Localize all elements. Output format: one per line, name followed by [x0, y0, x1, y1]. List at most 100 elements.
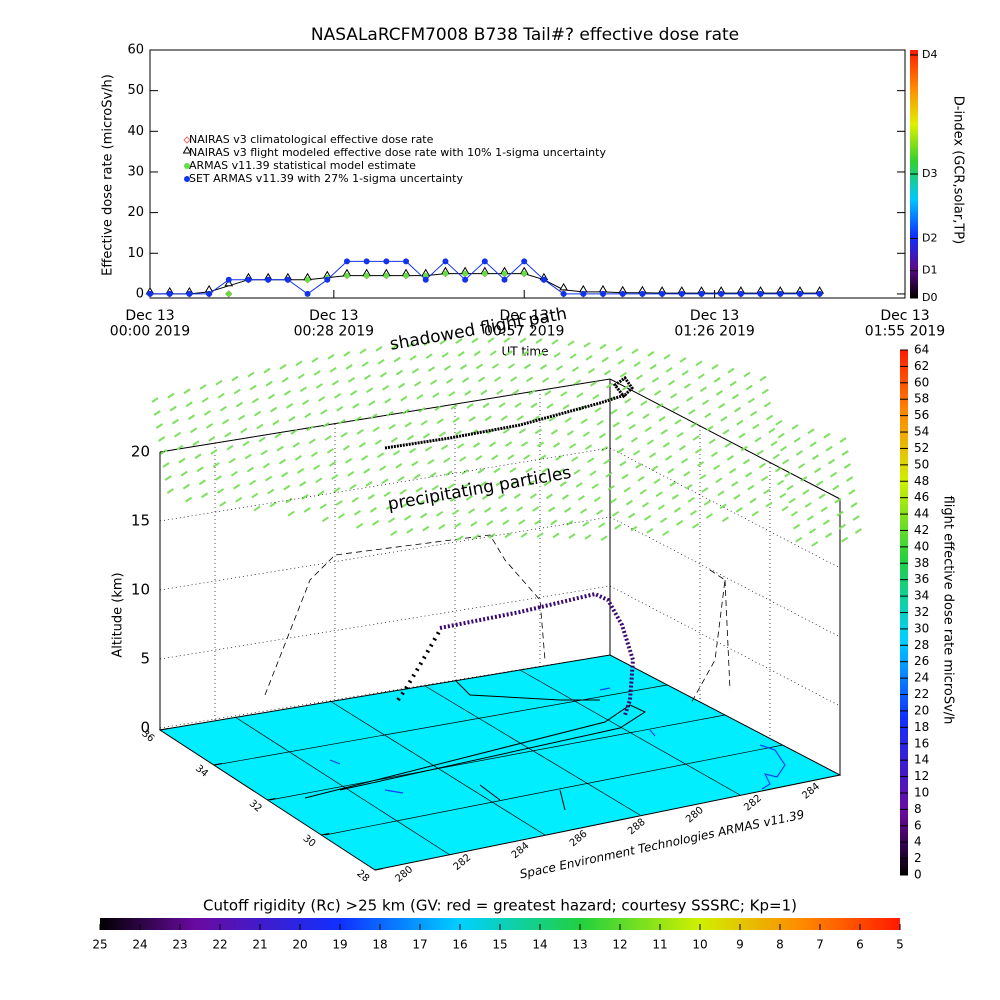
particle [715, 477, 723, 484]
particle [390, 436, 398, 443]
particle [630, 436, 638, 443]
x-tick-label: 288 [626, 817, 648, 838]
particle [587, 367, 595, 374]
particle [761, 475, 769, 482]
particle [685, 483, 693, 490]
particle [683, 470, 691, 477]
particle [449, 496, 457, 503]
particle [185, 401, 193, 408]
particle [452, 417, 460, 423]
y-tick-label: 30 [127, 164, 144, 179]
particle [534, 428, 542, 435]
particle [553, 352, 561, 358]
particle [689, 509, 697, 516]
colorbar-tick-label: 12 [914, 769, 929, 783]
particle [670, 392, 678, 399]
particle [532, 506, 540, 512]
marker [422, 276, 429, 283]
particle [763, 401, 771, 408]
particle [377, 452, 385, 459]
particle [571, 366, 579, 373]
particle [665, 366, 673, 373]
x-tick-label: Dec 13 01:55 2019 [865, 308, 945, 339]
particle [841, 450, 849, 456]
colorbar-tick-label: 40 [914, 539, 929, 553]
particle [516, 415, 524, 421]
particle [169, 405, 177, 412]
z-tick-label: 5 [140, 650, 150, 668]
particle [825, 445, 833, 452]
particle [569, 353, 577, 360]
particle [303, 507, 311, 513]
particle [633, 449, 641, 456]
particle [397, 475, 405, 482]
y-tick-label: 28 [354, 868, 371, 885]
marker [206, 290, 213, 297]
particle [809, 528, 817, 534]
particle [354, 416, 362, 422]
particle [561, 494, 569, 500]
marker [501, 276, 508, 283]
particle [513, 493, 521, 499]
particle [281, 377, 289, 383]
particle [529, 493, 537, 499]
particle [201, 492, 209, 499]
particle [427, 458, 435, 465]
particle [219, 501, 227, 507]
particle [317, 490, 325, 497]
particle [452, 509, 460, 516]
particle [848, 489, 856, 495]
particle [361, 455, 369, 461]
marker [462, 276, 469, 283]
x-tick-label: Dec 13 00:00 2019 [110, 308, 190, 339]
particle [349, 483, 357, 490]
particle [278, 458, 286, 465]
particle [658, 416, 666, 422]
z-tick-label: 0 [140, 719, 150, 737]
particle [151, 397, 159, 403]
z-grid-line [159, 447, 841, 569]
particle [210, 449, 218, 455]
particle [688, 409, 696, 415]
particle [351, 496, 359, 503]
particle [192, 440, 200, 447]
particle [326, 448, 334, 454]
particle [600, 535, 608, 542]
marker [324, 276, 331, 283]
colorbar-tick-label: 36 [914, 572, 929, 586]
particle [639, 488, 647, 495]
particle [596, 419, 604, 426]
particle [283, 390, 291, 396]
particle [486, 520, 494, 526]
particle [763, 488, 771, 495]
particle [459, 364, 467, 370]
particles [151, 337, 862, 547]
chart-title: NASALaRCFM7008 B738 Tail#? effective dos… [311, 25, 739, 45]
legend-label: SET ARMAS v11.39 with 27% 1-sigma uncert… [189, 172, 463, 185]
particle [178, 457, 186, 464]
particle [347, 470, 355, 477]
particle [635, 374, 643, 381]
colorbar-tick-label: 32 [914, 605, 929, 619]
floor-colorbar-tick-label: 18 [372, 938, 387, 952]
marker [678, 290, 685, 297]
particle [804, 502, 812, 508]
particle [555, 365, 563, 371]
particle [363, 374, 371, 381]
particle [721, 516, 729, 523]
particle [646, 439, 654, 446]
particle [699, 386, 707, 393]
colorbar-label: D-index (GCR,solar,TP) [951, 96, 966, 244]
particle [233, 388, 241, 395]
particle [834, 497, 842, 504]
particle [158, 436, 166, 442]
particle [585, 444, 593, 451]
particle [651, 465, 659, 472]
particle [784, 471, 792, 478]
particle [852, 515, 860, 521]
particle [521, 350, 529, 357]
coastline [329, 687, 786, 794]
particle [779, 492, 787, 499]
particle [456, 535, 464, 542]
particle [745, 471, 753, 478]
